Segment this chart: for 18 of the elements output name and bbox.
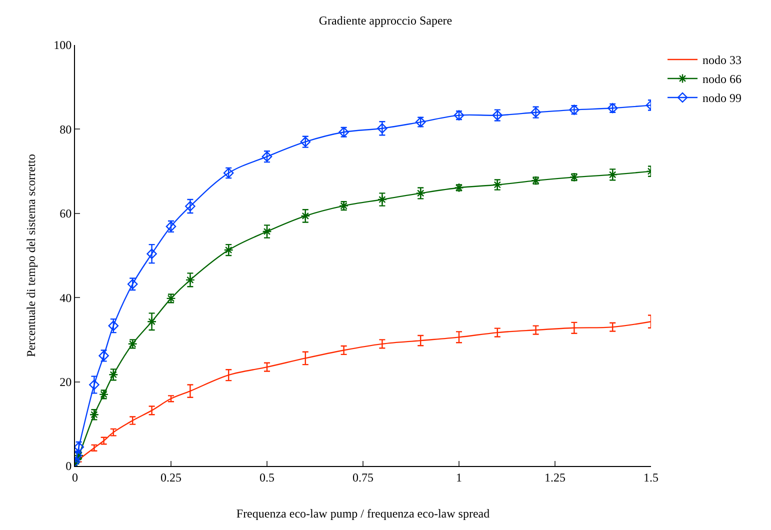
- x-tick-label: 1.25: [544, 470, 566, 484]
- chart-title: Gradiente approccio Sapere: [318, 13, 452, 28]
- legend-label: nodo 33: [702, 53, 742, 68]
- legend-label: nodo 66: [702, 72, 742, 86]
- y-tick-label: 20: [60, 375, 72, 389]
- y-tick-label: 40: [60, 290, 72, 305]
- y-tick-label: 0: [66, 459, 72, 474]
- y-tick-label: 60: [60, 206, 72, 221]
- x-tick-label: 0.75: [352, 470, 374, 484]
- x-tick-label: 1: [456, 470, 462, 484]
- y-tick-label: 80: [60, 122, 72, 136]
- x-tick-label: 1.5: [644, 470, 658, 484]
- x-tick-label: 0.5: [260, 470, 274, 484]
- y-axis-title: Percentuale di tempo del sistema scorretto: [24, 154, 38, 357]
- legend-label: nodo 99: [702, 91, 742, 106]
- y-tick-label: 100: [54, 38, 72, 52]
- x-tick-label: 0.25: [160, 470, 182, 484]
- x-axis-title: Frequenza eco-law pump / frequenza eco-law spread: [236, 506, 490, 520]
